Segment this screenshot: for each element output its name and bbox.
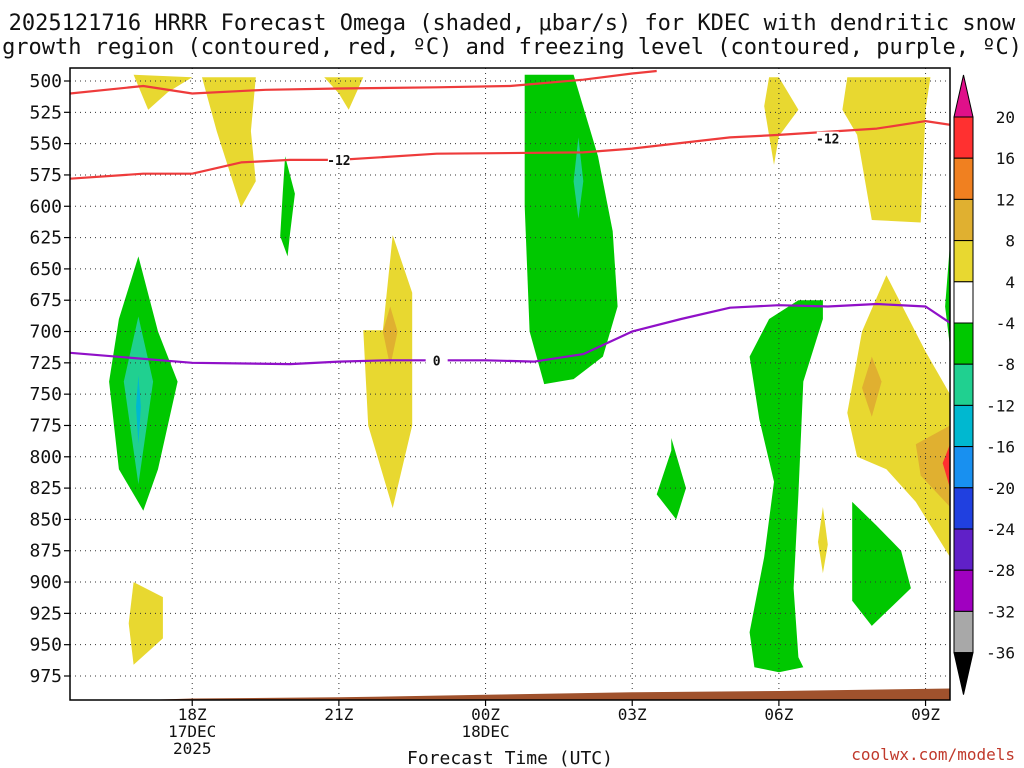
colorbar-bin-4 bbox=[953, 281, 974, 324]
colorbar-bottom-arrow bbox=[953, 652, 974, 695]
colorbar-label-1: 16 bbox=[996, 149, 1015, 168]
omega-region-b-a bbox=[136, 375, 141, 445]
terrain-fill bbox=[70, 688, 950, 700]
x-tick-label-00Z: 00Z bbox=[471, 705, 500, 724]
colorbar-label-4: 4 bbox=[1005, 273, 1015, 292]
colorbar-label-10: -24 bbox=[986, 520, 1015, 539]
colorbar-label-2: 12 bbox=[996, 190, 1015, 209]
contour-lines: -12 -12 0 bbox=[70, 69, 950, 369]
colorbar-bin-2 bbox=[953, 198, 974, 242]
colorbar-bin-6 bbox=[953, 363, 974, 406]
colorbar-label-11: -28 bbox=[986, 561, 1015, 580]
y-tick-label-750: 750 bbox=[29, 384, 62, 405]
y-tick-label-550: 550 bbox=[29, 134, 62, 155]
contour-dgz-upper bbox=[70, 69, 657, 95]
chart-title-line-2: growth region (contoured, red, ºC) and f… bbox=[2, 35, 1022, 60]
x-tick-label-06Z: 06Z bbox=[764, 705, 793, 724]
contour-label-dgz-lower-0: -12 bbox=[327, 154, 350, 169]
y-tick-label-900: 900 bbox=[29, 572, 62, 593]
y-tick-label-800: 800 bbox=[29, 447, 62, 468]
omega-region-c-c bbox=[573, 137, 584, 219]
y-tick-label-675: 675 bbox=[29, 290, 62, 311]
omega-region-y-i bbox=[818, 506, 828, 574]
y-tick-label-625: 625 bbox=[29, 228, 62, 249]
contour-label-freezing-level-0: 0 bbox=[433, 354, 441, 369]
omega-region-g-b bbox=[280, 156, 295, 257]
omega-region-o-h2 bbox=[915, 425, 950, 507]
contour-label-bg-dgz-lower-0 bbox=[327, 152, 350, 167]
x-tick-label-18Z: 18Z bbox=[178, 705, 207, 724]
y-tick-label-775: 775 bbox=[29, 415, 62, 436]
omega-region-y-a bbox=[133, 74, 193, 110]
colorbar-bin-7 bbox=[953, 404, 974, 448]
omega-region-r-h bbox=[942, 444, 950, 489]
y-tick-label-725: 725 bbox=[29, 353, 62, 374]
y-tick-label-500: 500 bbox=[29, 71, 62, 92]
colorbar-bin-3 bbox=[953, 240, 974, 283]
colorbar-label-13: -36 bbox=[986, 644, 1015, 663]
colorbar-bin-0 bbox=[953, 116, 974, 159]
credit-text: coolwx.com/models bbox=[851, 745, 1015, 764]
colorbar-bin-1 bbox=[953, 157, 974, 200]
colorbar-label-12: -32 bbox=[986, 602, 1015, 621]
omega-region-y-f bbox=[764, 77, 799, 165]
colorbar-label-8: -16 bbox=[986, 438, 1015, 457]
y-tick-label-575: 575 bbox=[29, 165, 62, 186]
x-tick-label-09Z: 09Z bbox=[911, 705, 940, 724]
omega-region-y-c bbox=[324, 77, 364, 110]
omega-region-y-h bbox=[847, 275, 950, 557]
omega-region-o-d bbox=[382, 306, 398, 367]
y-axis: 500 525 550 575 600 625 650 675 700 725 750 775 800 8… bbox=[29, 71, 70, 687]
y-tick-label-700: 700 bbox=[29, 322, 62, 343]
grid-lines bbox=[70, 68, 950, 700]
x-tick-date-18Z: 17DEC bbox=[168, 722, 216, 741]
colorbar-label-7: -12 bbox=[986, 396, 1015, 415]
omega-region-o-h bbox=[862, 356, 882, 417]
contour-label-dgz-lower-1: -12 bbox=[816, 133, 839, 148]
chart-title-line-1: 2025121716 HRRR Forecast Omega (shaded, … bbox=[9, 11, 1016, 36]
contour-freezing-level bbox=[70, 302, 950, 366]
x-tick-label-21Z: 21Z bbox=[324, 705, 353, 724]
y-tick-label-975: 975 bbox=[29, 666, 62, 687]
colorbar-bin-12 bbox=[953, 610, 974, 654]
colorbar-label-3: 8 bbox=[1005, 232, 1015, 251]
omega-region-g-f bbox=[852, 501, 911, 626]
omega-region-y-d bbox=[363, 235, 413, 509]
y-tick-label-925: 925 bbox=[29, 603, 62, 624]
y-tick-label-850: 850 bbox=[29, 509, 62, 530]
colorbar-bin-9 bbox=[953, 487, 974, 530]
plot-frame bbox=[69, 67, 951, 701]
x-tick-date-00Z: 18DEC bbox=[461, 722, 509, 741]
omega-region-g-d bbox=[656, 438, 686, 520]
omega-region-g-e bbox=[749, 300, 823, 673]
colorbar: 20 16 12 8 4 -4 -8 -12 -16 -20 -24 -28 -32 -36 bbox=[953, 74, 1015, 695]
y-tick-label-600: 600 bbox=[29, 196, 62, 217]
colorbar-label-5: -4 bbox=[996, 314, 1015, 333]
x-axis-label: Forecast Time (UTC) bbox=[407, 748, 613, 768]
y-tick-label-525: 525 bbox=[29, 102, 62, 123]
colorbar-label-9: -20 bbox=[986, 479, 1015, 498]
colorbar-label-6: -8 bbox=[996, 355, 1015, 374]
colorbar-bin-8 bbox=[953, 446, 974, 489]
omega-region-y-e bbox=[128, 582, 163, 665]
x-tick-year-18Z: 2025 bbox=[173, 739, 212, 758]
omega-region-y-b bbox=[202, 77, 256, 208]
x-tick-label-03Z: 03Z bbox=[618, 705, 647, 724]
contour-label-bg-freezing-level-0 bbox=[425, 353, 448, 368]
omega-region-y-g bbox=[842, 77, 931, 223]
y-tick-label-650: 650 bbox=[29, 259, 62, 280]
colorbar-label-0: 20 bbox=[996, 108, 1015, 127]
y-tick-label-825: 825 bbox=[29, 478, 62, 499]
colorbar-bin-10 bbox=[953, 528, 974, 571]
y-tick-label-875: 875 bbox=[29, 541, 62, 562]
terrain-polygon bbox=[70, 688, 950, 700]
colorbar-bin-5 bbox=[953, 322, 974, 365]
contour-dgz-lower bbox=[70, 119, 950, 180]
colorbar-bin-11 bbox=[953, 569, 974, 612]
y-tick-label-950: 950 bbox=[29, 635, 62, 656]
contour-label-bg-dgz-lower-1 bbox=[816, 131, 839, 146]
